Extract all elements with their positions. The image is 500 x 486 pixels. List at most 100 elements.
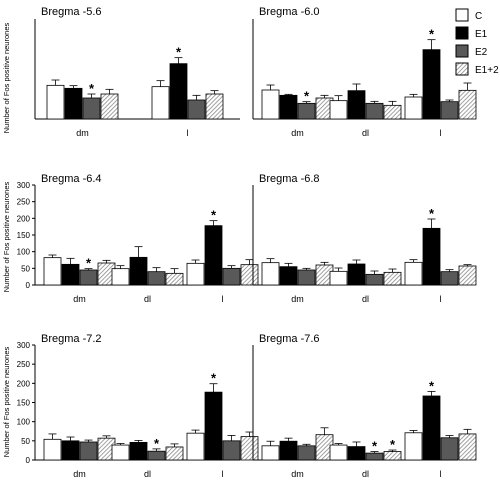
significance-star: * xyxy=(86,256,92,271)
category-label: dl xyxy=(362,128,369,138)
panel-title: Bregma -7.2 xyxy=(41,333,102,345)
category-label: dm xyxy=(73,469,86,479)
bar-e1-l xyxy=(169,63,188,120)
bar-e1-dm xyxy=(64,87,83,120)
bar-c-dm xyxy=(43,438,62,461)
category-label: l xyxy=(222,294,224,304)
bar-e2-l xyxy=(440,271,459,286)
bar-e2-l xyxy=(222,440,241,461)
y-axis-title-row-2: Number of Fos positive neurones xyxy=(2,182,11,293)
bar-e1-2-dl xyxy=(165,272,184,286)
chart-panel-6: Bregma -7.6 dm * * dl * l xyxy=(252,333,477,479)
category-label: l xyxy=(222,469,224,479)
bar-e1-2-dl xyxy=(383,104,402,120)
bar-c-dl xyxy=(111,268,130,286)
bar-c-l xyxy=(404,96,423,120)
bar-e2-l xyxy=(187,99,206,120)
y-tick-label: 200 xyxy=(17,214,31,223)
legend-swatch-e1 xyxy=(455,26,469,40)
legend-swatch-c xyxy=(455,8,469,22)
legend-item-e2: E2 xyxy=(455,44,488,58)
bar-e2-dl xyxy=(365,273,384,286)
bar-e1-2-dl xyxy=(383,451,402,461)
y-tick-label: 50 xyxy=(21,264,30,273)
bar-c-dm xyxy=(46,84,65,120)
bar-e1-l xyxy=(422,49,441,120)
y-axis-title-row-3: Number of Fos positive neurones xyxy=(2,347,11,458)
bar-e1-2-l xyxy=(458,265,477,286)
chart-panel-3: 0 50 100 150 200 250 300 Bregma -6.4 * dm dl * l xyxy=(17,173,259,304)
chart-panel-2: Bregma -6.0 * dm dl * l xyxy=(252,6,477,138)
legend-label-e1-2: E1+2 xyxy=(475,65,499,76)
bar-e1-2-l xyxy=(205,93,224,120)
legend-item-e1: E1 xyxy=(455,26,488,40)
y-tick-label: 0 xyxy=(26,456,31,465)
y-tick-label: 100 xyxy=(17,248,31,257)
bar-e1-dl xyxy=(347,263,366,286)
bar-c-dm xyxy=(261,89,280,120)
bar-e1-dl xyxy=(129,441,148,461)
significance-star: * xyxy=(211,208,217,223)
significance-star: * xyxy=(89,81,95,96)
bar-c-dm xyxy=(261,262,280,286)
bar-c-l xyxy=(186,432,205,461)
category-label: dl xyxy=(362,294,369,304)
significance-star: * xyxy=(429,27,435,42)
panel-title: Bregma -6.0 xyxy=(259,6,320,18)
chart-panel-1: Bregma -5.6 * dm * l xyxy=(34,6,240,138)
significance-star: * xyxy=(154,436,160,451)
bar-e2-l xyxy=(440,437,459,461)
bar-e2-dm xyxy=(297,102,316,120)
category-label: dm xyxy=(291,128,304,138)
bar-e2-dm xyxy=(79,441,98,461)
panel-title: Bregma -7.6 xyxy=(259,333,320,345)
bar-e1-2-dm xyxy=(100,93,119,120)
y-axis-title-row-1: Number of Fos positive neurones xyxy=(2,23,11,134)
bar-e1-dl xyxy=(347,446,366,461)
y-tick-label: 300 xyxy=(17,181,31,190)
category-label: l xyxy=(440,294,442,304)
bar-e2-dl xyxy=(365,102,384,120)
category-label: l xyxy=(187,128,189,138)
bar-e1-dm xyxy=(279,94,298,120)
bar-c-l xyxy=(404,261,423,286)
y-tick-label: 150 xyxy=(17,231,31,240)
category-label: dm xyxy=(291,469,304,479)
bar-e1-2-l xyxy=(458,89,477,120)
bar-e1-2-l xyxy=(458,433,477,461)
significance-star: * xyxy=(390,437,396,452)
bar-e2-dm xyxy=(79,269,98,286)
bar-e1-dl xyxy=(347,90,366,120)
bar-c-dm xyxy=(261,445,280,461)
panel-title: Bregma -5.6 xyxy=(41,6,102,18)
legend: C E1 E2 E1+2 xyxy=(455,8,499,76)
bar-e1-dm xyxy=(279,266,298,286)
bar-c-l xyxy=(404,432,423,461)
category-label: dm xyxy=(291,294,304,304)
category-label: dl xyxy=(362,469,369,479)
bar-e1-l xyxy=(204,391,223,461)
bar-c-dl xyxy=(329,444,348,461)
bar-e1-2-dl xyxy=(165,446,184,461)
category-label: dl xyxy=(144,294,151,304)
significance-star: * xyxy=(429,378,435,393)
legend-item-e1-2: E1+2 xyxy=(455,62,499,76)
bar-e2-dl xyxy=(147,271,166,286)
legend-swatch-e2 xyxy=(455,44,469,58)
y-tick-label: 200 xyxy=(17,379,31,388)
bar-e1-2-l xyxy=(240,264,259,286)
legend-swatch-e1-2 xyxy=(455,62,469,76)
bar-e1-l xyxy=(422,395,441,461)
bar-e2-l xyxy=(440,101,459,120)
bar-c-dl xyxy=(329,100,348,120)
category-label: dm xyxy=(76,128,89,138)
bar-e2-dm xyxy=(82,97,101,120)
y-tick-label: 0 xyxy=(26,281,31,290)
bar-e2-dl xyxy=(365,452,384,461)
y-tick-label: 50 xyxy=(21,437,30,446)
category-label: l xyxy=(440,128,442,138)
bar-e2-dl xyxy=(147,450,166,461)
bar-e1-l xyxy=(204,225,223,286)
bar-e1-dm xyxy=(279,440,298,461)
chart-panels: Bregma -5.6 * dm * l Bregma -6.0 * dm dl * l 0 50 100… xyxy=(17,6,477,479)
